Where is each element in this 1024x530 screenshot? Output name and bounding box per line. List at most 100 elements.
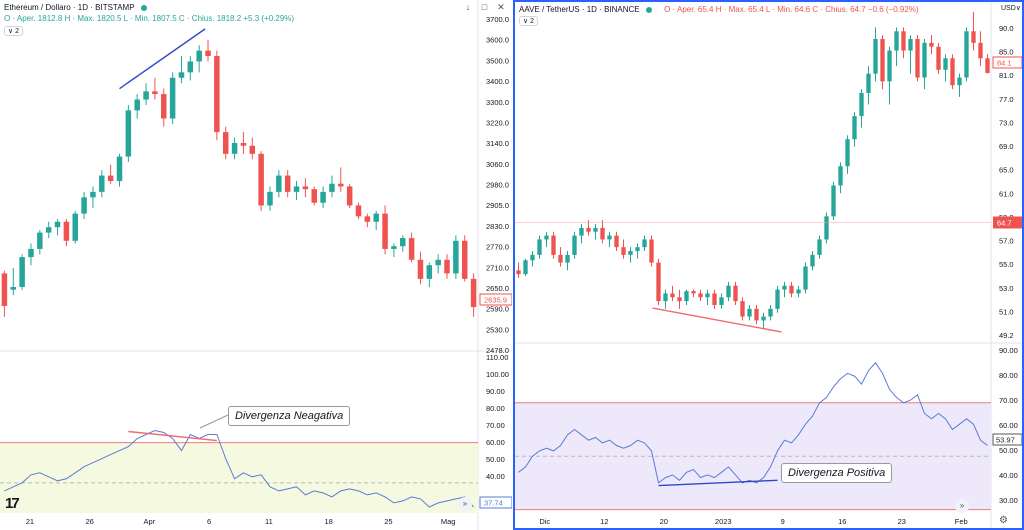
eth-price-tick: 3140.0: [486, 139, 509, 148]
close-icon[interactable]: ✕: [497, 2, 505, 12]
candle-body: [845, 139, 850, 167]
candle-body: [957, 77, 962, 86]
candle-body: [196, 50, 202, 62]
arrow-down-icon[interactable]: ↓: [465, 2, 471, 12]
aave-price-tick: 90.0: [999, 24, 1014, 33]
eth-price-tick: 2478.0: [486, 346, 509, 355]
eth-rsi-tick: 40.00: [486, 472, 505, 481]
candle-body: [572, 235, 577, 255]
eth-price-tick: 2590.0: [486, 305, 509, 314]
candle-body: [99, 175, 105, 192]
candle-body: [565, 254, 570, 263]
candle-body: [887, 50, 892, 82]
candle-body: [408, 238, 415, 260]
rsi-band: [0, 442, 478, 513]
eth-chart-canvas[interactable]: 3700.0 3600.0 3500.0 3400.0 3300.0 3220.0 3140…: [0, 0, 512, 530]
eth-price-tick: 3300.0: [486, 98, 509, 107]
candle-body: [943, 58, 948, 70]
eth-rsi-tick: 50.00: [486, 455, 505, 464]
eth-x-tick: 21: [26, 517, 34, 526]
eth-price-tick: 3220.0: [486, 118, 509, 127]
aave-current-price-label: 64.7: [997, 218, 1012, 227]
aave-chart-panel[interactable]: USD∨90.085.081.077.073.069.065.061.059.0…: [513, 0, 1024, 530]
candle-body: [936, 46, 941, 70]
candle-body: [691, 291, 696, 294]
aave-chart-canvas[interactable]: USD∨90.085.081.077.073.069.065.061.059.0…: [515, 2, 1022, 528]
aave-price-tick: 51.0: [999, 307, 1014, 316]
candle-body: [586, 227, 591, 232]
candle-body: [551, 235, 556, 255]
aave-top-price-label: 84.1: [997, 59, 1012, 68]
eth-x-tick: Apr: [144, 517, 156, 526]
candle-body: [214, 56, 220, 133]
aave-price-tick: 81.0: [999, 71, 1014, 80]
candle-body: [544, 235, 549, 240]
aave-currency-label: USD∨: [1001, 5, 1021, 12]
candle-body: [908, 38, 913, 51]
aave-x-tick: Feb: [955, 517, 968, 526]
aave-ohlc: O · Aper. 65.4 H · Max. 65.4 L · Min. 64…: [664, 5, 919, 14]
aave-x-tick: 23: [898, 517, 906, 526]
candle-body: [417, 259, 424, 279]
candle-body: [663, 293, 668, 302]
candle-body: [593, 227, 598, 232]
candle-body: [346, 186, 353, 206]
eth-indicator-badge[interactable]: ∨ 2: [4, 26, 23, 36]
candle-body: [338, 183, 344, 187]
aave-rsi-divergence-line: [658, 479, 778, 487]
candle-body: [656, 262, 661, 302]
aave-price-tick: 61.0: [999, 189, 1014, 198]
candle-body: [329, 183, 335, 192]
candle-body: [222, 132, 229, 154]
eth-x-tick: 25: [384, 517, 392, 526]
aave-x-tick: 2023: [715, 517, 732, 526]
aave-x-tick: 16: [838, 517, 846, 526]
gear-icon[interactable]: ⚙: [999, 515, 1008, 526]
aave-rsi-tick: 40.00: [999, 471, 1018, 480]
maximize-icon[interactable]: □: [481, 2, 488, 12]
candle-body: [311, 189, 317, 203]
goto-realtime-icon[interactable]: »: [955, 499, 969, 513]
candle-body: [796, 289, 801, 294]
goto-realtime-icon[interactable]: »: [458, 497, 472, 511]
candle-body: [1, 273, 8, 306]
eth-chart-panel[interactable]: 3700.0 3600.0 3500.0 3400.0 3300.0 3220.0 3140…: [0, 0, 512, 530]
candle-body: [364, 216, 371, 222]
candle-body: [240, 142, 247, 146]
eth-rsi-tick: 90.00: [486, 387, 505, 396]
candle-body: [19, 257, 25, 287]
candle-body: [530, 254, 535, 261]
candle-body: [178, 72, 185, 78]
aave-rsi-tick: 90.00: [999, 346, 1018, 355]
callout-pointer: [199, 414, 229, 429]
candle-body: [964, 31, 969, 78]
candle-body: [894, 31, 899, 51]
candle-body: [45, 227, 52, 233]
market-status-icon: [140, 4, 147, 11]
indicator-count: 2: [530, 18, 534, 25]
candle-body: [642, 239, 647, 248]
candle-body: [523, 260, 528, 275]
candle-body: [382, 213, 388, 249]
eth-rsi-value-label: 37.74: [484, 499, 503, 508]
eth-last-price-label: 2635.9: [484, 296, 507, 305]
eth-price-tick: 2650.0: [486, 284, 509, 293]
aave-price-tick: 55.0: [999, 260, 1014, 269]
aave-price-tick: 73.0: [999, 118, 1014, 127]
eth-x-tick: 18: [324, 517, 332, 526]
candle-body: [161, 94, 167, 119]
candle-body: [90, 191, 96, 198]
eth-ohlc: O · Aper. 1812.8 H · Max. 1820.5 L · Min…: [4, 14, 295, 23]
aave-price-tick: 53.0: [999, 284, 1014, 293]
aave-indicator-badge[interactable]: ∨ 2: [519, 16, 538, 26]
aave-symbol-title: AAVE / TetherUS · 1D · BINANCE: [519, 5, 640, 14]
candle-body: [276, 175, 282, 192]
candle-body: [267, 191, 273, 206]
eth-price-tick: 3600.0: [486, 36, 509, 45]
aave-current-price-box: [993, 216, 1022, 229]
aave-price-tick: 49.2: [999, 331, 1014, 340]
candle-body: [435, 259, 441, 266]
eth-legend: Ethereum / Dollaro · 1D · BITSTAMP: [4, 3, 151, 12]
candle-body: [698, 293, 703, 298]
aave-legend: AAVE / TetherUS · 1D · BINANCE O · Aper.…: [519, 5, 919, 14]
